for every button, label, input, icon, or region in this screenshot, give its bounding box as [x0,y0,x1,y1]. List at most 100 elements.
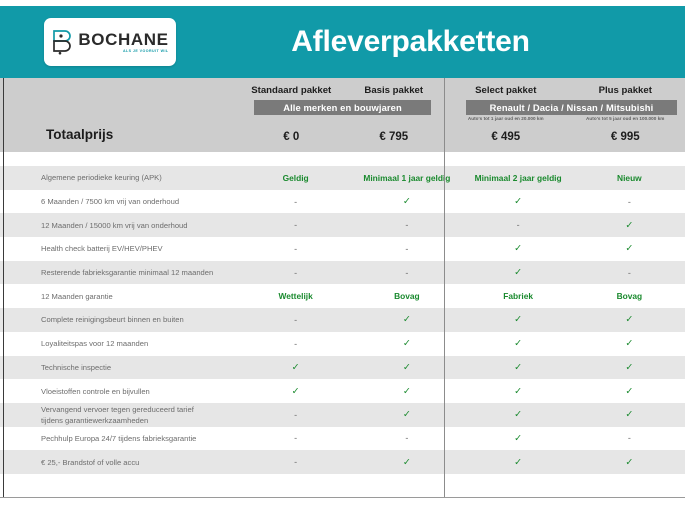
table-row: Loyaliteitspas voor 12 maanden - ✓ ✓ ✓ [0,331,685,356]
table-group-divider [444,78,446,498]
row-value-cell: ✓ [625,338,634,350]
table-body: Algemene periodieke keuring (APK) Geldig M… [0,152,685,502]
column-subtitle-select: Auto's tot 1 jaar oud en 20.000 km [467,116,544,121]
row-value-cell: Wettelijk [278,291,313,302]
row-value-cell: - [627,433,631,444]
column-name-select: Select pakket [475,85,537,96]
table-header-label-cell: Totaalprijs [0,78,240,152]
row-value-cell: ✓ [514,385,523,397]
row-label: 12 Maanden / 15000 km vrij van onderhoud [41,220,188,230]
row-value-cell: ✓ [514,361,523,373]
row-value-cell: ✓ [514,243,523,255]
row-label: Technische inspectie [41,362,112,372]
table-row: Complete reinigingsbeurt binnen en buite… [0,308,685,332]
column-name-standaard: Standaard pakket [251,85,332,96]
table-row: 12 Maanden garantie Wettelijk Bovag Fabriek… [0,284,685,309]
row-value-cell: ✓ [402,385,411,397]
page-banner: BOCHANE ALS JE VOORUIT WIL Afleverpakket… [0,6,685,78]
logo-wordmark: BOCHANE [78,29,169,49]
row-value-cell: ✓ [625,243,634,255]
row-value-cell: - [405,433,409,444]
price-standaard: € 0 [283,131,300,143]
table-row: 6 Maanden / 7500 km vrij van onderhoud - ✓… [0,189,685,214]
price-plus: € 995 [610,131,640,143]
table-row [0,152,685,166]
table-row: Vloeistoffen controle en bijvullen ✓ ✓ ✓ ✓ [0,379,685,403]
column-group-all-brands: Standaard pakket Basis pakket Alle merke… [240,78,445,152]
row-value-cell: ✓ [514,267,523,279]
row-label: Pechhulp Europa 24/7 tijdens fabrieksgar… [41,433,197,443]
row-value-cell: ✓ [514,456,523,468]
row-value-cell: Minimaal 2 jaar geldig [474,172,562,183]
row-value-cell: ✓ [402,361,411,373]
row-value-cell: ✓ [402,196,411,208]
row-value-cell: - [294,243,298,254]
column-group-renault: Select pakket Plus pakket Renault / Daci… [446,78,685,152]
group-bar-all-brands: Alle merken en bouwjaren [254,100,431,115]
table-bottom-rule [0,497,685,499]
price-basis: € 795 [379,131,409,143]
row-value-cell: ✓ [625,219,634,231]
table-row: Algemene periodieke keuring (APK) Geldig M… [0,166,685,190]
row-value-cell: Fabriek [503,291,534,302]
column-name-basis: Basis pakket [364,85,424,96]
bochane-b-mark-icon [51,29,73,55]
row-label: Health check batterij EV/HEV/PHEV [41,244,163,254]
row-label: € 25,- Brandstof of volle accu [41,457,140,467]
table-row: Health check batterij EV/HEV/PHEV - - ✓ ✓ [0,237,685,261]
row-value-cell: ✓ [625,361,634,373]
row-label: Algemene periodieke keuring (APK) [41,173,162,183]
row-value-cell: ✓ [625,456,634,468]
row-value-cell: - [294,196,298,207]
row-value-cell: ✓ [291,385,300,397]
row-value-cell: - [294,220,298,231]
row-value-cell: - [627,267,631,278]
table-row: Technische inspectie ✓ ✓ ✓ ✓ [0,355,685,380]
group-bar-renault: Renault / Dacia / Nissan / Mitsubishi [466,100,677,115]
column-name-plus: Plus pakket [598,85,652,96]
price-select: € 495 [491,131,521,143]
table-row: Pechhulp Europa 24/7 tijdens fabrieksgar… [0,426,685,451]
row-value-cell: ✓ [402,456,411,468]
logo-tagline: ALS JE VOORUIT WIL [122,48,169,53]
row-value-cell: - [294,267,298,278]
row-value-cell: - [516,220,520,231]
row-label: Complete reinigingsbeurt binnen en buite… [41,315,184,325]
row-value-cell: ✓ [514,432,523,444]
row-value-cell: ✓ [514,196,523,208]
table-left-rule [3,78,5,498]
row-value-cell: - [294,409,298,420]
table-row: Vervangend vervoer tegen gereduceerd tar… [0,402,685,427]
row-label: 6 Maanden / 7500 km vrij van onderhoud [41,197,180,207]
row-value-cell: ✓ [291,361,300,373]
column-subtitle-plus: Auto's tot 5 jaar oud en 100.000 km [586,116,665,121]
row-value-cell: - [405,267,409,278]
row-value-cell: ✓ [514,409,523,421]
row-value-cell: Bovag [394,291,420,302]
row-label: Vloeistoffen controle en bijvullen [41,386,150,396]
row-value-cell: ✓ [625,385,634,397]
row-label: Resterende fabrieksgarantie minimaal 12 … [41,268,214,278]
row-value-cell: ✓ [402,338,411,350]
row-value-cell: ✓ [514,314,523,326]
row-value-cell: ✓ [402,314,411,326]
row-value-cell: Minimaal 1 jaar geldig [363,172,451,183]
table-row: Resterende fabrieksgarantie minimaal 12 … [0,260,685,285]
row-label: Vervangend vervoer tegen gereduceerd tar… [41,404,194,425]
row-value-cell: Geldig [282,172,309,183]
row-value-cell: - [405,243,409,254]
page-title: Afleverpakketten [291,25,530,58]
bochane-logo: BOCHANE ALS JE VOORUIT WIL [44,18,176,66]
row-value-cell: ✓ [625,409,634,421]
row-label: Loyaliteitspas voor 12 maanden [41,339,149,349]
totaalprijs-heading: Totaalprijs [46,127,114,142]
row-value-cell: ✓ [402,409,411,421]
row-value-cell: - [294,338,298,349]
row-value-cell: ✓ [514,338,523,350]
row-value-cell: - [627,196,631,207]
row-value-cell: Bovag [616,291,643,302]
table-row: 12 Maanden / 15000 km vrij van onderhoud… [0,213,685,238]
row-value-cell: ✓ [625,314,634,326]
row-value-cell: - [294,433,298,444]
